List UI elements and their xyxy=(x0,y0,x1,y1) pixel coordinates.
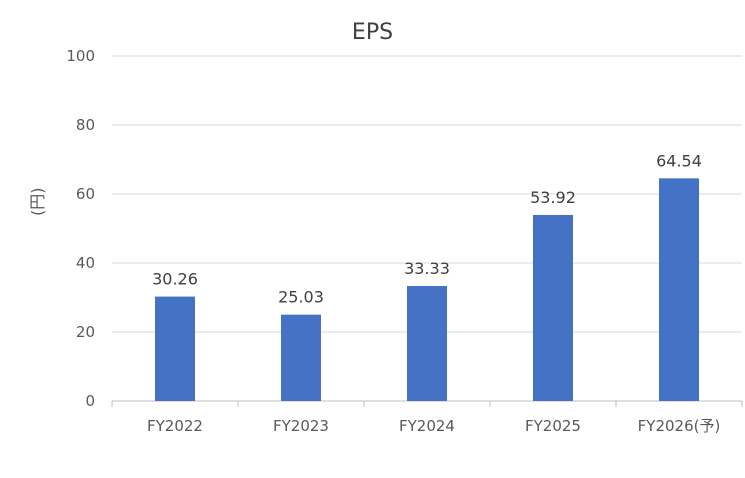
data-label: 33.33 xyxy=(404,259,450,278)
y-tick-label: 40 xyxy=(76,254,95,272)
x-tick-label: FY2026(予) xyxy=(638,417,721,435)
data-label: 30.26 xyxy=(152,270,198,289)
y-tick-label: 80 xyxy=(76,116,95,134)
y-tick-label: 100 xyxy=(66,47,95,65)
y-tick-label: 60 xyxy=(76,185,95,203)
y-tick-label: 20 xyxy=(76,323,95,341)
bar xyxy=(533,214,573,401)
y-tick-label: 0 xyxy=(85,392,95,410)
bar xyxy=(407,286,447,401)
data-label: 64.54 xyxy=(656,151,702,170)
x-tick-label: FY2023 xyxy=(273,417,329,435)
data-label: 53.92 xyxy=(530,188,576,207)
data-label: 25.03 xyxy=(278,288,324,307)
bar xyxy=(281,314,321,401)
x-tick-label: FY2022 xyxy=(147,417,203,435)
chart-title: EPS xyxy=(351,20,394,45)
bar xyxy=(659,178,699,401)
bar xyxy=(155,296,195,401)
x-tick-label: FY2024 xyxy=(399,417,455,435)
x-tick-label: FY2025 xyxy=(525,417,581,435)
